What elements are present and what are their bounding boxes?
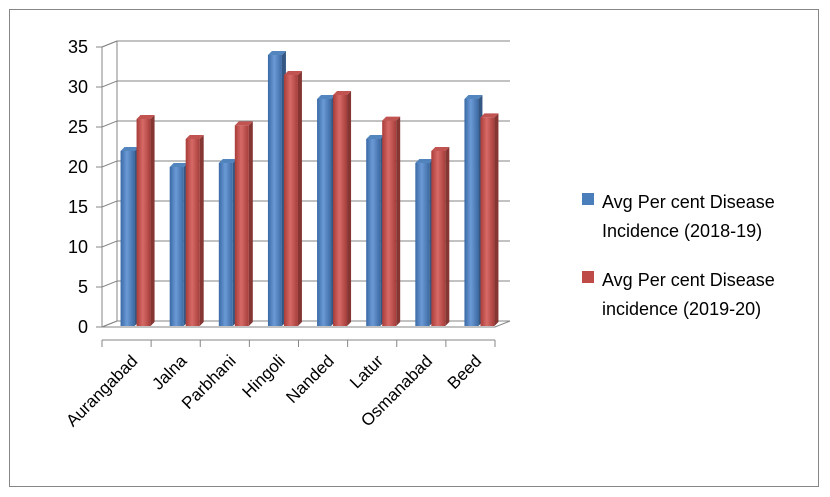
x-tick-label: Latur — [346, 351, 387, 392]
bar-side — [248, 121, 253, 327]
bar-2019-20 — [136, 115, 155, 326]
bar-top — [136, 115, 155, 119]
bar-2019-20 — [431, 147, 450, 326]
bars — [120, 51, 499, 327]
bar-front — [464, 99, 479, 326]
y-tick-label: 20 — [68, 157, 88, 177]
bar-2019-20 — [480, 113, 499, 327]
bar-2018-19 — [267, 51, 286, 326]
bar-side — [297, 71, 302, 326]
legend-swatch-1 — [582, 271, 594, 283]
bar-2019-20 — [185, 135, 204, 326]
legend: Avg Per cent Disease Incidence (2018-19) A… — [582, 192, 775, 319]
bar-2018-19 — [169, 163, 188, 326]
x-tick-label: Beed — [444, 351, 486, 393]
gridline — [101, 120, 510, 128]
bar-front — [317, 99, 332, 326]
bar-top — [464, 95, 483, 99]
bar-top — [382, 116, 401, 121]
bar-top — [218, 159, 237, 163]
bar-top — [317, 95, 336, 99]
y-tick-label: 10 — [68, 237, 88, 257]
bar-front — [234, 125, 249, 327]
bar-2018-19 — [218, 159, 237, 326]
bar-front — [218, 163, 233, 326]
bar-top — [431, 147, 450, 151]
x-tick-label: Aurangabad — [62, 351, 141, 430]
bar-top — [185, 135, 204, 139]
x-tick-label: Parbhani — [178, 351, 240, 413]
bar-2018-19 — [415, 159, 434, 326]
legend-label-line: Avg Per cent Disease — [602, 192, 775, 212]
bar-front — [480, 117, 495, 327]
x-tick-label: Nanded — [282, 351, 338, 407]
bar-front — [169, 167, 184, 326]
y-tick-label: 25 — [68, 117, 88, 137]
bar-front — [333, 95, 348, 326]
y-tick-label: 35 — [68, 37, 88, 57]
bar-front — [366, 139, 381, 326]
bar-top — [415, 159, 434, 163]
bar-2018-19 — [317, 95, 336, 326]
bar-side — [199, 135, 204, 326]
x-tick-label: Hingoli — [239, 351, 289, 401]
bar-2019-20 — [382, 116, 401, 326]
bar-front — [136, 119, 151, 326]
legend-label-line: incidence (2019-20) — [602, 299, 761, 319]
legend-swatch-0 — [582, 193, 594, 205]
bar-top — [366, 135, 385, 139]
bar-2018-19 — [366, 135, 385, 326]
bar-front — [283, 75, 298, 326]
bar-top — [480, 113, 499, 118]
legend-label-line: Avg Per cent Disease — [602, 270, 775, 290]
bar-side — [150, 115, 155, 326]
y-tick-label: 15 — [68, 197, 88, 217]
bar-front — [267, 55, 282, 326]
bar-front — [120, 151, 135, 326]
bar-2019-20 — [333, 91, 352, 326]
bar-top — [120, 147, 139, 151]
bar-top — [234, 121, 253, 126]
x-tick-label: Jalna — [148, 351, 191, 394]
bar-2019-20 — [234, 121, 253, 327]
bar-side — [347, 91, 352, 326]
bar-2018-19 — [464, 95, 483, 326]
bar-front — [415, 163, 430, 326]
bar-front — [185, 139, 200, 326]
bar-side — [494, 113, 499, 327]
y-tick-label: 30 — [68, 77, 88, 97]
bar-2018-19 — [120, 147, 139, 326]
bar-side — [445, 147, 450, 326]
bar-top — [267, 51, 286, 55]
y-tick-label: 0 — [78, 317, 88, 337]
y-axis: 0 5 10 15 20 25 30 35 — [68, 37, 103, 337]
gridline — [101, 80, 510, 88]
bar-side — [396, 116, 401, 326]
bar-top — [333, 91, 352, 95]
gridline — [101, 40, 510, 48]
bar-2019-20 — [283, 71, 302, 326]
bar-front — [382, 120, 397, 326]
bar-front — [431, 151, 446, 326]
bar-top — [169, 163, 188, 167]
y-tick-label: 5 — [78, 277, 88, 297]
bar-top — [283, 71, 302, 75]
legend-label-line: Incidence (2018-19) — [602, 221, 762, 241]
